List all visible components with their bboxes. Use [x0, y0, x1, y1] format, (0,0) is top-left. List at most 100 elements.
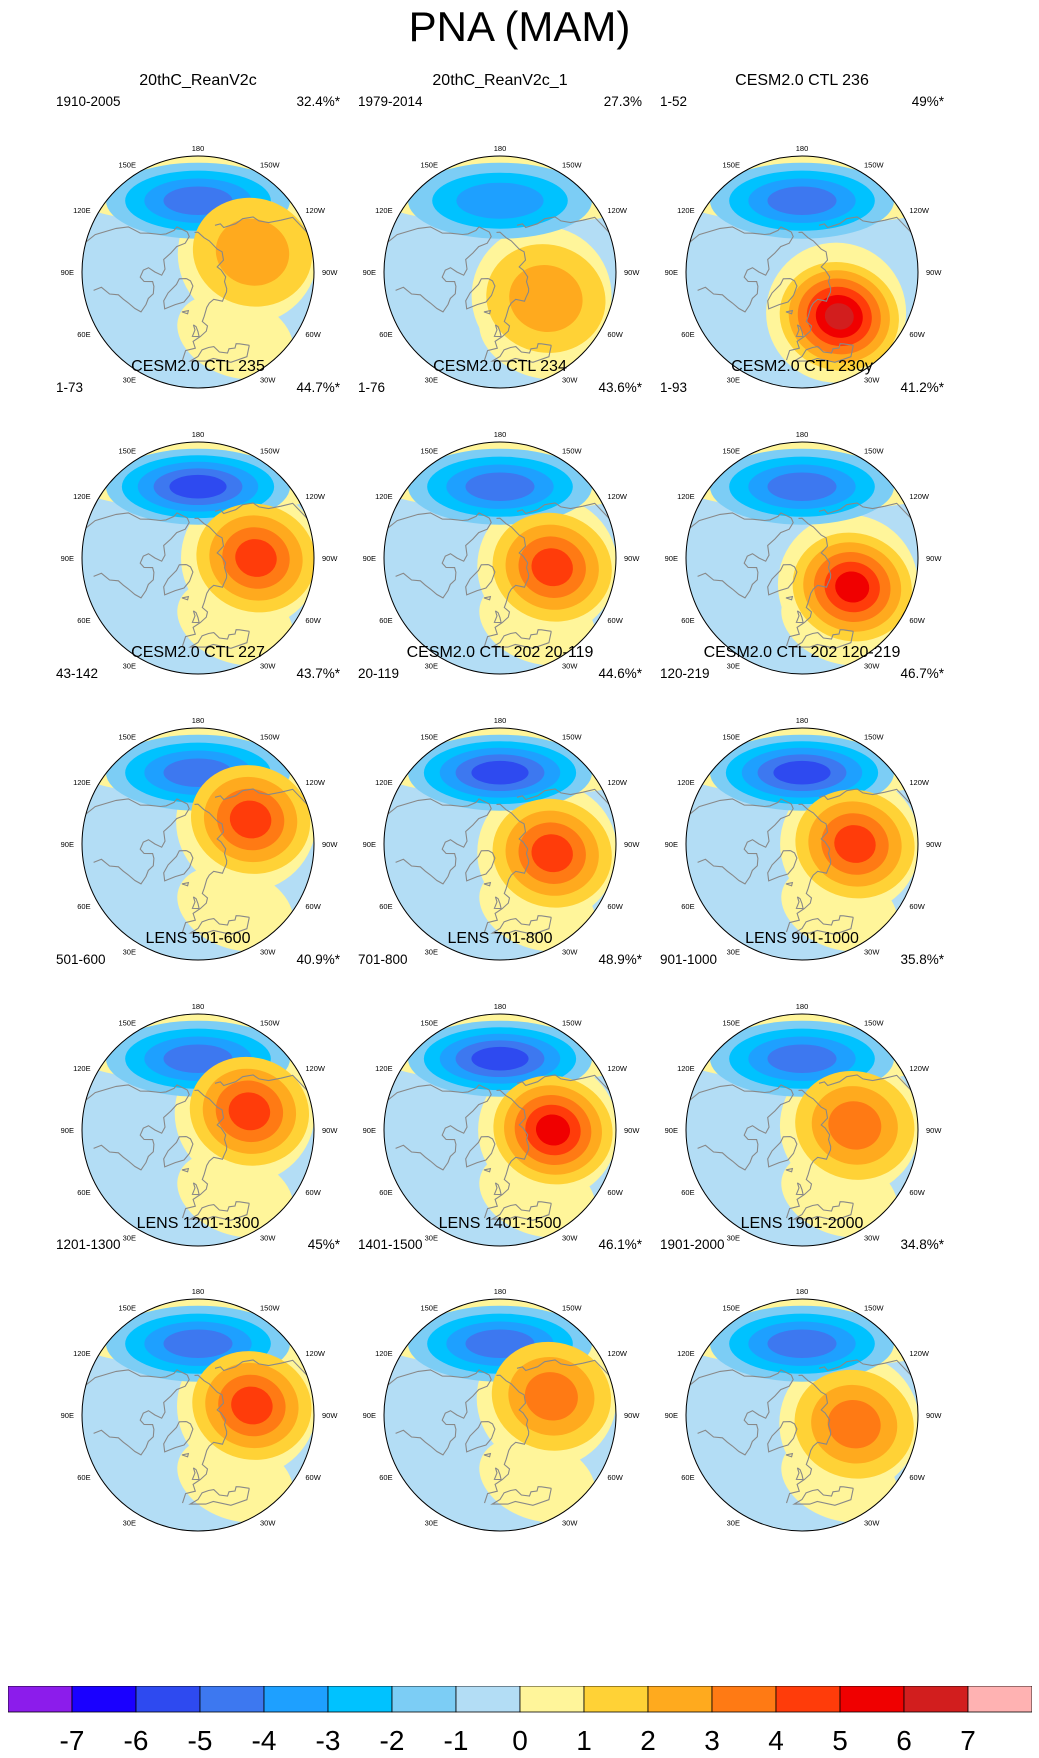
map-frame	[383, 155, 617, 389]
longitude-label: 90E	[665, 840, 678, 849]
colorbar-tick-label: -7	[60, 1725, 85, 1756]
longitude-label: 150E	[118, 161, 136, 170]
colorbar-tick-label: -6	[124, 1725, 149, 1756]
anomaly-field	[82, 442, 314, 674]
panel-title: CESM2.0 CTL 202 20-119	[406, 644, 594, 661]
longitude-label: 150W	[562, 161, 583, 170]
colorbar-tick-label: -5	[188, 1725, 213, 1756]
longitude-label: 60E	[681, 1473, 694, 1482]
colorbar-swatch	[263, 1686, 329, 1713]
longitude-label: 150W	[260, 1304, 281, 1313]
longitude-label: 180	[494, 1002, 507, 1011]
longitude-label: 90E	[61, 268, 74, 277]
longitude-label: 30E	[727, 375, 740, 384]
colorbar-swatch	[711, 1686, 777, 1713]
map-panel: 180150E120E90E60E30E030W60W90W120W150WLE…	[652, 1215, 952, 1535]
longitude-label: 90W	[926, 1411, 942, 1420]
map-frame	[383, 1298, 617, 1532]
map-frame	[685, 441, 919, 675]
panel-explained-variance: 43.6%*	[598, 380, 642, 395]
longitude-label: 60W	[909, 616, 925, 625]
panel-period: 1-52	[660, 94, 688, 109]
anomaly-field	[384, 1014, 616, 1246]
anomaly-field	[384, 1299, 616, 1531]
longitude-label: 30W	[562, 1233, 578, 1242]
longitude-label: 180	[192, 1287, 205, 1296]
longitude-label: 180	[192, 144, 205, 153]
longitude-label: 60E	[77, 902, 90, 911]
longitude-label: 120E	[73, 1064, 91, 1073]
panel-title: 20thC_ReanV2c_1	[432, 72, 568, 89]
longitude-label: 30E	[123, 375, 136, 384]
longitude-label: 150E	[420, 161, 438, 170]
map-frame	[81, 441, 315, 675]
panel-title: LENS 901-1000	[745, 930, 859, 947]
polar-map: 180150E120E90E60E30E030W60W90W120W150W	[665, 144, 942, 389]
colorbar-swatch	[967, 1686, 1032, 1713]
panel-title: LENS 701-800	[447, 930, 553, 947]
anomaly-field	[686, 1014, 918, 1246]
longitude-label: 150E	[722, 161, 740, 170]
longitude-label: 180	[796, 1287, 809, 1296]
panel-period: 1401-1500	[358, 1237, 423, 1252]
panel-title: CESM2.0 CTL 227	[131, 644, 265, 661]
anomaly-field	[686, 442, 918, 674]
longitude-label: 120E	[375, 1064, 393, 1073]
longitude-label: 120W	[305, 1349, 326, 1358]
longitude-label: 150W	[864, 1304, 885, 1313]
map-frame	[685, 727, 919, 961]
panel-period: 120-219	[660, 666, 710, 681]
panel-period: 501-600	[56, 952, 106, 967]
map-panel: 180150E120E90E60E30E030W60W90W120W150WCE…	[350, 644, 650, 964]
longitude-label: 180	[796, 1002, 809, 1011]
longitude-label: 60E	[681, 902, 694, 911]
longitude-label: 90W	[624, 554, 640, 563]
longitude-label: 60E	[77, 1188, 90, 1197]
longitude-label: 120E	[677, 206, 695, 215]
longitude-label: 120W	[305, 1064, 326, 1073]
polar-map: 180150E120E90E60E30E030W60W90W120W150W	[665, 716, 942, 961]
map-panel: 180150E120E90E60E30E030W60W90W120W150WLE…	[48, 1215, 348, 1535]
longitude-label: 90E	[665, 1411, 678, 1420]
longitude-label: 60E	[77, 330, 90, 339]
longitude-label: 90E	[665, 268, 678, 277]
longitude-label: 60W	[305, 616, 321, 625]
longitude-label: 60E	[379, 1188, 392, 1197]
polar-map: 180150E120E90E60E30E030W60W90W120W150W	[61, 1287, 338, 1532]
polar-map: 180150E120E90E60E30E030W60W90W120W150W	[665, 430, 942, 675]
longitude-label: 90E	[61, 554, 74, 563]
map-frame	[383, 441, 617, 675]
longitude-label: 150E	[420, 447, 438, 456]
anomaly-field	[384, 156, 616, 388]
longitude-label: 90W	[926, 268, 942, 277]
longitude-label: 120E	[375, 778, 393, 787]
longitude-label: 120W	[607, 1064, 628, 1073]
longitude-label: 30W	[562, 947, 578, 956]
longitude-label: 60E	[379, 902, 392, 911]
longitude-label: 60E	[681, 1188, 694, 1197]
longitude-label: 120W	[607, 778, 628, 787]
longitude-label: 60E	[681, 330, 694, 339]
longitude-label: 150W	[260, 733, 281, 742]
longitude-label: 180	[494, 1287, 507, 1296]
page-title: PNA (MAM)	[408, 3, 631, 50]
longitude-label: 150W	[562, 1019, 583, 1028]
colorbar-swatch	[199, 1686, 265, 1713]
longitude-label: 60E	[681, 616, 694, 625]
longitude-label: 120E	[375, 492, 393, 501]
longitude-label: 60W	[305, 1188, 321, 1197]
longitude-label: 150E	[118, 447, 136, 456]
map-frame	[81, 1013, 315, 1247]
panel-title: CESM2.0 CTL 234	[433, 358, 567, 375]
panel-explained-variance: 34.8%*	[900, 1237, 944, 1252]
longitude-label: 90W	[624, 1126, 640, 1135]
longitude-label: 30E	[727, 1518, 740, 1527]
colorbar-swatch	[8, 1686, 73, 1713]
longitude-label: 30W	[562, 375, 578, 384]
longitude-label: 30W	[562, 661, 578, 670]
longitude-label: 90E	[363, 554, 376, 563]
colorbar-swatch	[647, 1686, 713, 1713]
longitude-label: 90E	[61, 840, 74, 849]
longitude-label: 120E	[375, 206, 393, 215]
longitude-label: 30E	[425, 375, 438, 384]
